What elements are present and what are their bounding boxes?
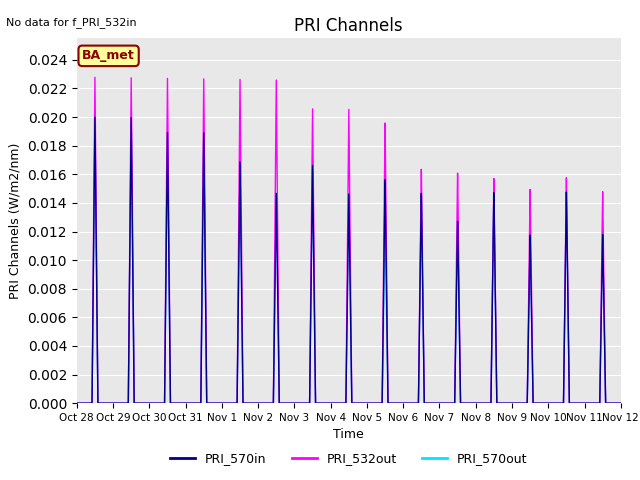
Text: BA_met: BA_met [82,49,135,62]
Legend: PRI_570in, PRI_532out, PRI_570out: PRI_570in, PRI_532out, PRI_570out [165,447,532,470]
Title: PRI Channels: PRI Channels [294,17,403,36]
Y-axis label: PRI Channels (W/m2/nm): PRI Channels (W/m2/nm) [9,143,22,299]
Text: No data for f_PRI_532in: No data for f_PRI_532in [6,17,137,28]
X-axis label: Time: Time [333,429,364,442]
